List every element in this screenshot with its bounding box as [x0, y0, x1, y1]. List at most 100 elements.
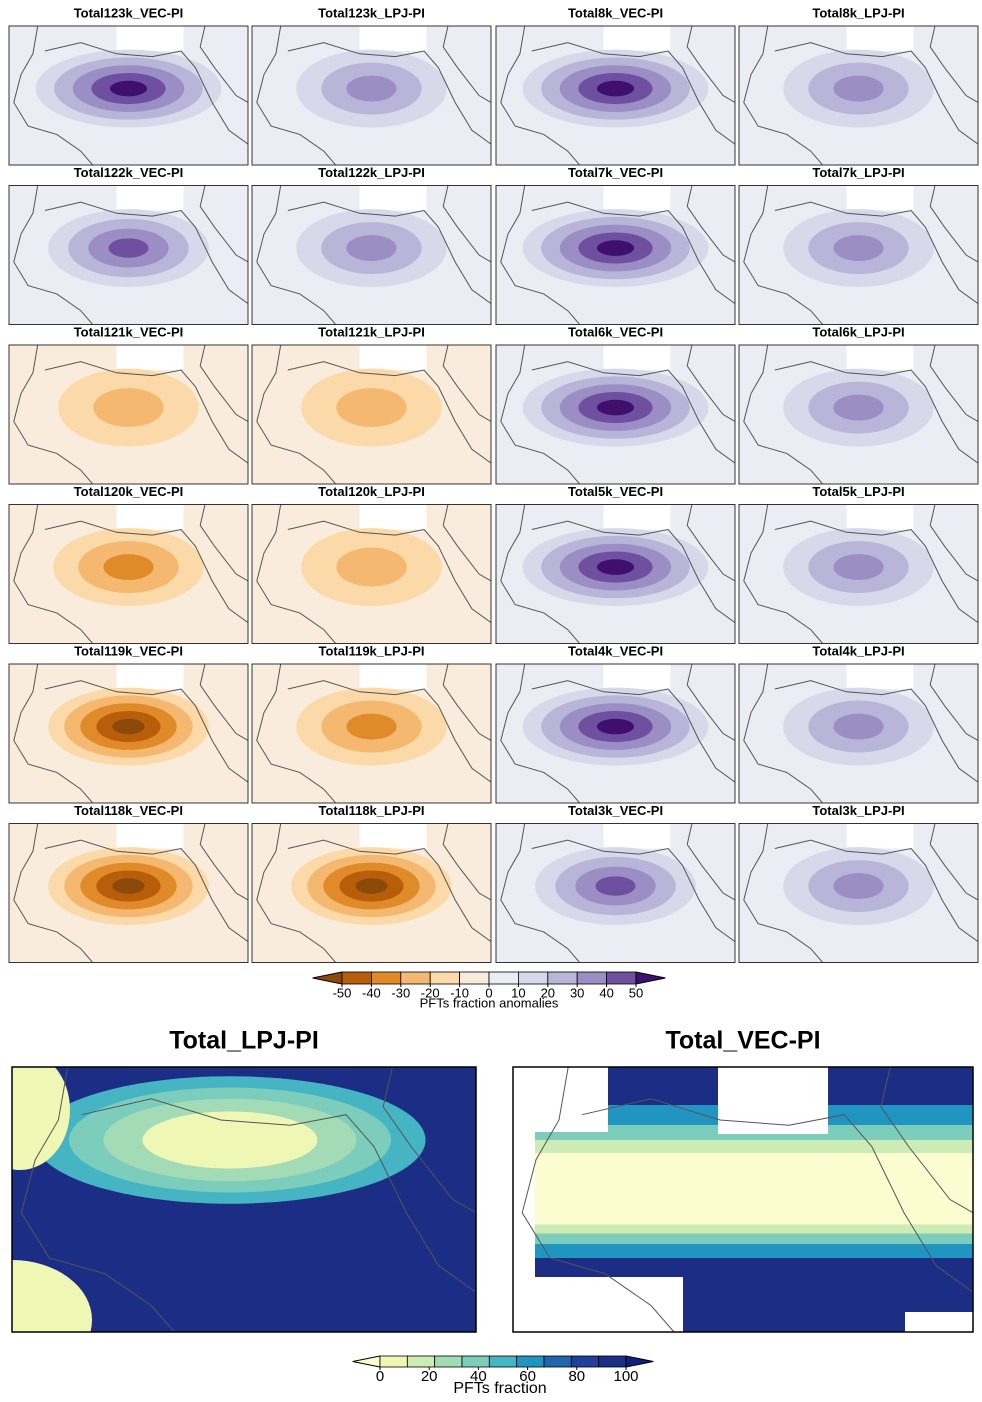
anomaly-region	[596, 718, 635, 735]
anomaly-region	[109, 80, 148, 97]
anomaly-region	[103, 554, 154, 581]
missing-area	[603, 345, 671, 371]
missing-area	[116, 26, 184, 52]
coastline	[44, 680, 248, 783]
missing-area	[359, 504, 427, 530]
colorbar-tick-label: 20	[541, 985, 555, 1000]
map-panel	[739, 504, 978, 644]
panel-frame	[251, 823, 492, 963]
colorbar-tick-label: -50	[333, 985, 352, 1000]
missing-area	[603, 664, 671, 690]
missing-area	[603, 823, 671, 849]
coastline	[686, 664, 735, 741]
anomaly-region	[833, 873, 884, 900]
coastline	[13, 664, 94, 803]
panel-title: Total119k_LPJ-PI	[319, 643, 425, 658]
colorbar-tick-label: 0	[376, 1368, 384, 1385]
coastline	[743, 664, 824, 803]
colorbar-bin	[576, 971, 608, 985]
coastline	[287, 680, 491, 783]
panel-frame	[251, 185, 492, 325]
panel-frame	[251, 344, 492, 485]
colorbar-tick-label: 50	[629, 985, 643, 1000]
coastline	[13, 823, 94, 963]
missing-area	[846, 345, 914, 371]
anomaly-region	[596, 240, 635, 256]
coastline	[382, 1067, 476, 1214]
anomaly-region	[108, 238, 149, 258]
missing-area	[846, 504, 914, 530]
missing-area	[116, 664, 184, 690]
coastline	[929, 504, 978, 582]
coastline	[256, 185, 337, 325]
coastline	[256, 26, 337, 165]
coastline	[13, 26, 94, 165]
coastline	[531, 42, 735, 145]
panel-title: Total6k_VEC-PI	[568, 324, 663, 339]
colorbar-bin	[547, 971, 578, 985]
coastline	[531, 680, 735, 783]
coastline	[44, 361, 248, 464]
anomaly-region	[596, 80, 635, 97]
panel-frame	[495, 663, 736, 804]
anomaly-region	[336, 388, 407, 428]
coastline	[442, 504, 491, 582]
fraction-region	[12, 1260, 92, 1332]
missing-area	[359, 26, 427, 52]
colorbar-tick-label: 40	[599, 985, 613, 1000]
panel-title: Total118k_LPJ-PI	[319, 803, 425, 818]
coastline	[500, 823, 581, 963]
map-title: Total_VEC-PI	[665, 1027, 820, 1055]
missing-area	[905, 1312, 973, 1332]
colorbar-bin	[341, 971, 372, 985]
fraction-band	[513, 1153, 973, 1225]
panel-frame	[738, 344, 979, 485]
panel-title: Total123k_VEC-PI	[74, 5, 184, 20]
coastline	[686, 504, 735, 582]
coastline	[44, 520, 248, 624]
panel-frame	[8, 823, 249, 963]
colorbar-bin	[516, 1355, 545, 1368]
coastline	[686, 823, 735, 901]
panel-title: Total5k_LPJ-PI	[812, 484, 904, 499]
panel-title: Total4k_VEC-PI	[568, 643, 663, 658]
colorbar-tick-label: -10	[450, 985, 469, 1000]
coastline	[531, 520, 735, 624]
anomaly-region	[346, 235, 397, 262]
panel-title: Total121k_LPJ-PI	[318, 324, 425, 339]
panel-title: Total122k_LPJ-PI	[318, 165, 425, 180]
coastline	[774, 839, 978, 943]
coastline	[929, 823, 978, 901]
coastline	[686, 185, 735, 263]
map-panel	[9, 345, 248, 484]
colorbar-tick-label: 60	[519, 1368, 536, 1385]
panel-frame	[495, 185, 736, 325]
map-panel	[252, 823, 491, 963]
panel-frame	[8, 504, 249, 644]
map-panel	[739, 823, 978, 963]
panel-frame	[738, 25, 979, 166]
map-panel	[252, 664, 491, 803]
coastline	[929, 345, 978, 422]
coastline	[929, 185, 978, 263]
map-panel	[496, 504, 735, 644]
coastline	[256, 664, 337, 803]
colorbar-tick-label: 100	[613, 1368, 638, 1385]
coastline	[20, 1067, 175, 1332]
anomaly-region	[355, 878, 388, 894]
panel-frame	[251, 25, 492, 166]
missing-area	[359, 664, 427, 690]
coastline	[743, 504, 824, 644]
coastline	[500, 345, 581, 484]
coastline	[521, 1067, 675, 1332]
panel-title: Total3k_VEC-PI	[568, 803, 663, 818]
colorbar-end	[625, 1355, 654, 1368]
panel-title: Total3k_LPJ-PI	[812, 803, 904, 818]
colorbar-tick-label: -20	[421, 985, 440, 1000]
panel-frame	[8, 344, 249, 485]
colorbar-bin	[543, 1355, 572, 1368]
map-panel	[252, 26, 491, 165]
map-frame	[512, 1066, 974, 1333]
map-panel	[252, 185, 491, 325]
